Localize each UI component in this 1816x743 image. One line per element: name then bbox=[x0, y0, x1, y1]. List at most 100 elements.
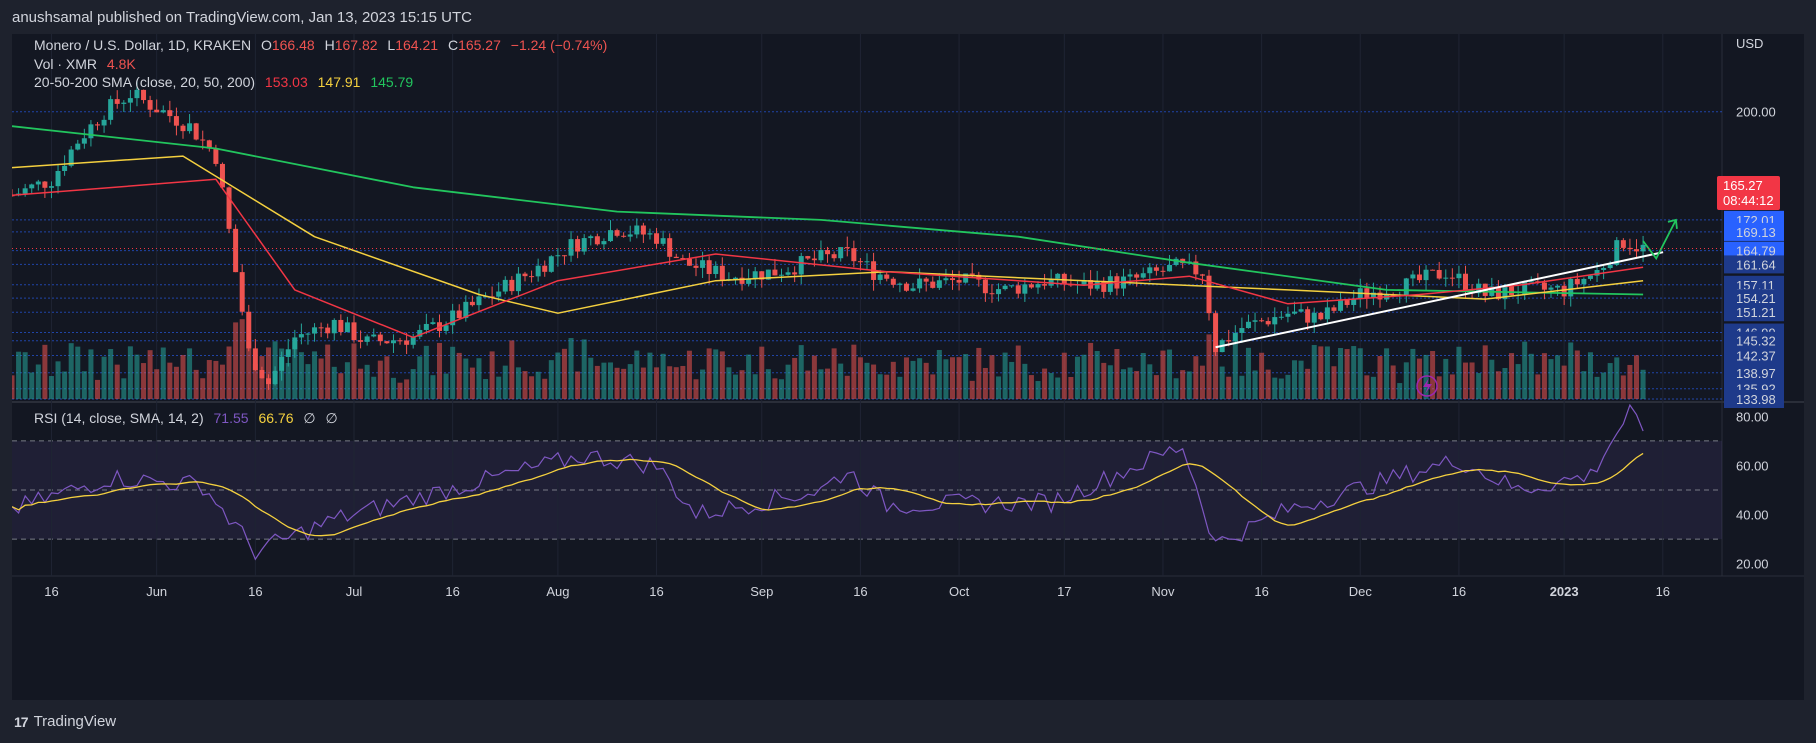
support-trendline[interactable] bbox=[1215, 251, 1664, 349]
volume-bar bbox=[285, 363, 291, 399]
candle-body bbox=[568, 239, 574, 256]
candle-body bbox=[1193, 261, 1199, 275]
candle-body bbox=[42, 181, 48, 188]
volume-bar bbox=[779, 379, 784, 399]
volume-bar bbox=[246, 341, 252, 399]
rsi-legend: RSI (14, close, SMA, 14, 2) 71.55 66.76 … bbox=[34, 410, 344, 427]
countdown-value: 08:44:12 bbox=[1723, 193, 1774, 208]
candle-body bbox=[1042, 284, 1048, 286]
candle-body bbox=[522, 273, 528, 277]
candle-body bbox=[515, 273, 521, 292]
candle-body bbox=[1620, 240, 1626, 248]
volume-bar bbox=[1509, 353, 1515, 399]
candle-body bbox=[943, 278, 949, 281]
candle-body bbox=[660, 238, 666, 244]
candle-body bbox=[1601, 268, 1607, 271]
candle-body bbox=[1528, 281, 1534, 283]
candle-body bbox=[1522, 281, 1528, 295]
volume-bar bbox=[561, 348, 567, 399]
candle-body bbox=[1022, 284, 1028, 294]
volume-bar bbox=[864, 362, 870, 399]
volume-bar bbox=[1318, 346, 1324, 399]
volume-bar bbox=[765, 369, 771, 399]
volume-bar bbox=[62, 371, 68, 399]
time-tick-label: 16 bbox=[445, 584, 459, 599]
volume-bar bbox=[141, 363, 147, 399]
candle-body bbox=[252, 348, 258, 370]
volume-bar bbox=[344, 362, 350, 399]
volume-bar bbox=[726, 367, 732, 399]
volume-bar bbox=[746, 354, 752, 399]
candle-body bbox=[686, 258, 692, 266]
footer: 17 TradingView bbox=[0, 700, 1816, 743]
volume-bar bbox=[68, 343, 74, 399]
volume-bar bbox=[529, 376, 535, 399]
volume-bar bbox=[1311, 344, 1317, 399]
candle-body bbox=[1167, 264, 1173, 272]
volume-bar bbox=[1239, 375, 1245, 399]
projection-arrow-head-icon bbox=[1667, 218, 1678, 229]
candle-body bbox=[371, 334, 377, 337]
candle-body bbox=[969, 273, 975, 275]
candle-body bbox=[634, 225, 640, 235]
volume-bar bbox=[1055, 377, 1061, 399]
volume-bar bbox=[614, 367, 620, 399]
volume-bar bbox=[1607, 363, 1613, 399]
candle-body bbox=[1561, 285, 1567, 297]
volume-bar bbox=[1002, 352, 1008, 399]
candle-body bbox=[1324, 307, 1330, 320]
volume-bar bbox=[588, 357, 594, 399]
symbol-name: Monero / U.S. Dollar, 1D, KRAKEN bbox=[34, 37, 252, 53]
volume-bar bbox=[686, 350, 692, 399]
price-chart[interactable]: USD200.00172.01169.13164.79161.64157.111… bbox=[12, 34, 1804, 700]
candle-body bbox=[417, 329, 423, 337]
candle-body bbox=[377, 334, 383, 342]
candle-body bbox=[1587, 275, 1593, 279]
footer-brand[interactable]: 17 TradingView bbox=[14, 713, 116, 730]
lightning-icon[interactable] bbox=[1416, 375, 1438, 397]
candle-body bbox=[430, 322, 436, 324]
volume-bar bbox=[331, 366, 337, 399]
high-value: 167.82 bbox=[334, 37, 378, 53]
candle-body bbox=[344, 322, 350, 333]
volume-bar bbox=[29, 372, 35, 399]
volume-bar bbox=[1397, 383, 1403, 399]
candle-body bbox=[101, 119, 107, 126]
candle-body bbox=[621, 235, 627, 237]
volume-bar bbox=[1463, 362, 1468, 399]
candle-body bbox=[1127, 274, 1133, 277]
rsi-tick-label: 20.00 bbox=[1736, 557, 1769, 572]
volume-bar bbox=[1469, 362, 1475, 399]
candle-body bbox=[88, 124, 94, 139]
volume-bar bbox=[1489, 359, 1495, 399]
candle-body bbox=[338, 319, 344, 333]
volume-bar bbox=[1193, 356, 1199, 399]
current-price-tag: 165.27 08:44:12 bbox=[1717, 176, 1780, 210]
candle-body bbox=[476, 296, 482, 306]
price-tick-label: 161.64 bbox=[1736, 257, 1776, 272]
volume-bar bbox=[463, 358, 469, 399]
volume-bar bbox=[95, 379, 100, 399]
candle-body bbox=[1259, 320, 1265, 322]
sma50-value: 147.91 bbox=[317, 74, 361, 90]
candle-body bbox=[1292, 311, 1297, 314]
candle-body bbox=[68, 149, 74, 166]
candle-body bbox=[1456, 273, 1462, 279]
candle-body bbox=[114, 99, 120, 104]
projection-arrow[interactable] bbox=[1642, 219, 1677, 261]
candle-body bbox=[239, 272, 245, 312]
volume-bar bbox=[1384, 348, 1390, 399]
candle-body bbox=[818, 250, 824, 261]
chart-area[interactable]: USD 200.00 172.01 169.13 164.79 161.64 157.11 1… bbox=[12, 34, 1804, 700]
volume-bar bbox=[548, 360, 554, 399]
volume-bar bbox=[134, 354, 140, 399]
sma200-value: 145.79 bbox=[370, 74, 414, 90]
volume-bar bbox=[42, 344, 48, 399]
candle-body bbox=[877, 274, 883, 280]
volume-bar bbox=[1443, 358, 1449, 399]
candle-body bbox=[200, 139, 206, 141]
candle-body bbox=[404, 340, 410, 345]
volume-bar bbox=[877, 374, 883, 399]
volume-bar bbox=[127, 346, 133, 399]
rsi-sma-line bbox=[12, 452, 1644, 537]
